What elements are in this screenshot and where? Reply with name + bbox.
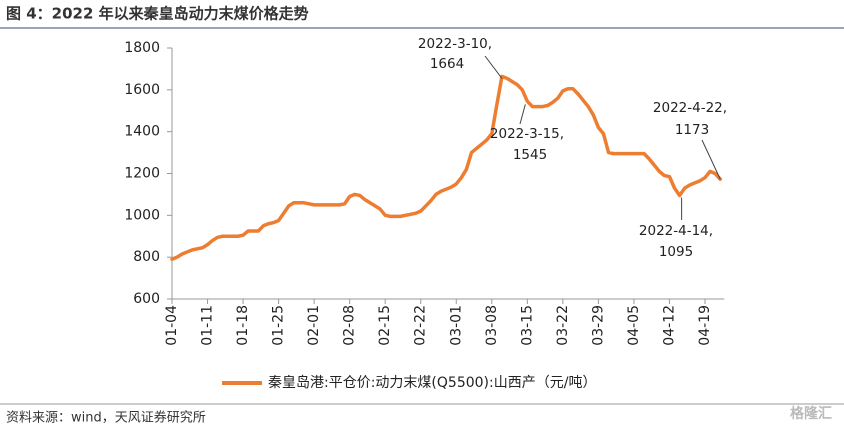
x-tick-label: 03-01 xyxy=(448,305,464,346)
annotation: 1095 xyxy=(659,244,693,260)
y-tick-label: 1000 xyxy=(124,207,160,223)
x-tick-label: 03-29 xyxy=(590,305,606,346)
y-tick-label: 1800 xyxy=(124,40,160,56)
chart-title: 图 4：2022 年以来秦皇岛动力末煤价格走势 xyxy=(6,5,309,23)
y-tick-label: 800 xyxy=(133,249,160,265)
annotation-leader xyxy=(701,139,721,180)
x-tick-label: 04-12 xyxy=(661,305,677,346)
x-tick-label: 01-25 xyxy=(271,305,287,346)
annotation: 2022-4-22, xyxy=(653,100,727,116)
x-tick-label: 04-19 xyxy=(697,305,713,346)
x-tick-label: 02-01 xyxy=(306,305,322,346)
x-tick-label: 03-08 xyxy=(484,305,500,346)
y-tick-label: 600 xyxy=(133,291,160,307)
x-tick-label: 02-15 xyxy=(377,305,393,346)
x-tick-label: 02-22 xyxy=(413,305,429,346)
source: 资料来源：wind，天风证券研究所 xyxy=(6,410,206,426)
annotation-leader xyxy=(519,104,526,125)
x-tick-label: 01-04 xyxy=(164,305,180,346)
annotation: 1173 xyxy=(675,122,709,138)
line xyxy=(170,74,722,262)
annotation: 2022-3-15, xyxy=(490,126,564,142)
x-tick-label: 02-08 xyxy=(342,305,358,346)
x-tick-label: 04-05 xyxy=(626,305,642,346)
x-tick-label: 01-11 xyxy=(200,305,216,346)
annotation: 2022-3-10, xyxy=(418,36,492,52)
annotation: 2022-4-14, xyxy=(639,223,713,239)
annotation-leader xyxy=(484,55,503,79)
watermark: 格隆汇 xyxy=(790,405,832,422)
y-tick-label: 1600 xyxy=(124,82,160,98)
y-tick-label: 1400 xyxy=(124,124,160,140)
legend-label: 秦皇岛港:平仓价:动力末煤(Q5500):山西产（元/吨） xyxy=(268,375,596,391)
x-tick-label: 03-15 xyxy=(519,305,535,346)
x-tick-label: 03-22 xyxy=(555,305,571,346)
y-tick-label: 1200 xyxy=(124,166,160,182)
annotation: 1545 xyxy=(513,147,547,163)
annotation: 1664 xyxy=(430,56,464,72)
x-tick-label: 01-18 xyxy=(235,305,251,346)
